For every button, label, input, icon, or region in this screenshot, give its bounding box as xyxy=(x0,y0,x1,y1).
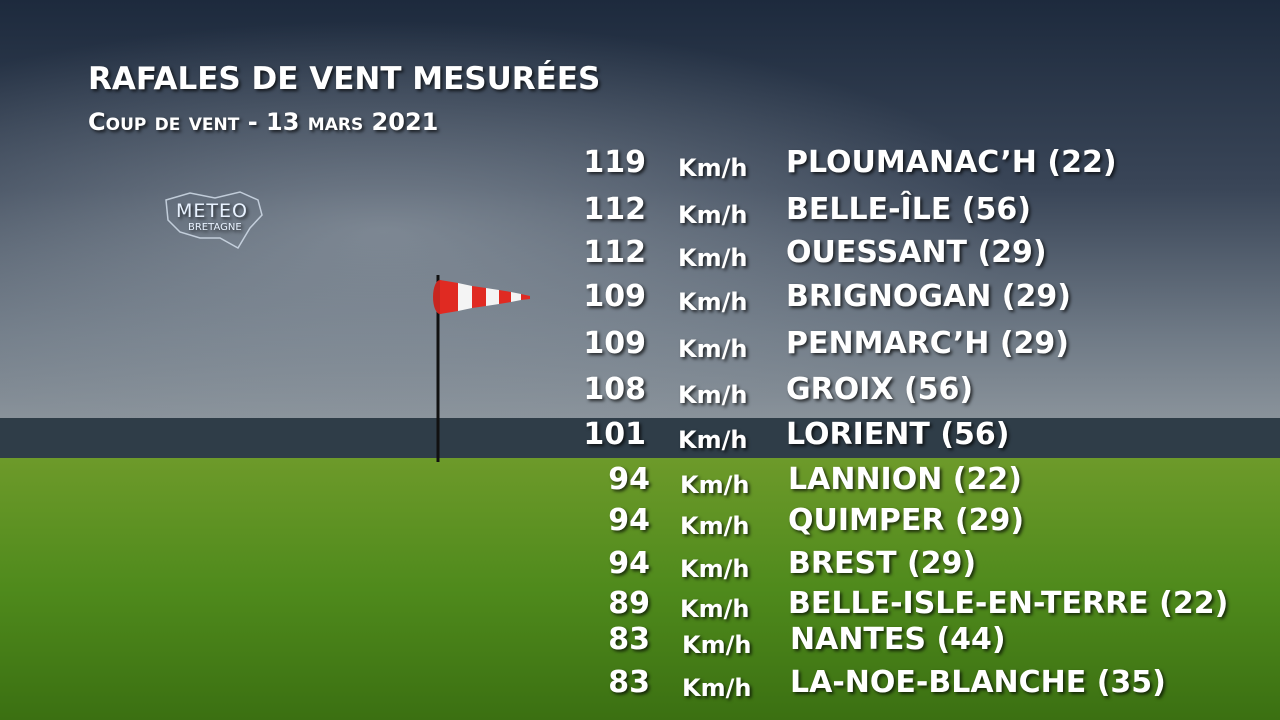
gust-value: 112 xyxy=(583,192,646,227)
gust-value: 109 xyxy=(583,279,646,314)
unit: Km/h xyxy=(680,555,750,583)
gust-value: 83 xyxy=(608,665,650,700)
station: LANNION (22) xyxy=(788,462,1022,497)
station: LA-NOE-BLANCHE (35) xyxy=(790,665,1166,700)
station: BREST (29) xyxy=(788,546,977,581)
logo-text: BRETAGNE xyxy=(188,222,242,233)
unit: Km/h xyxy=(680,471,750,499)
station: BELLE-ÎLE (56) xyxy=(786,192,1031,227)
station: PLOUMANAC’H (22) xyxy=(786,145,1117,180)
title: RAFALES DE VENT MESURÉES xyxy=(88,61,601,97)
unit: Km/h xyxy=(678,154,748,182)
unit: Km/h xyxy=(680,512,750,540)
station: LORIENT (56) xyxy=(786,417,1010,452)
gust-value: 101 xyxy=(583,417,646,452)
unit: Km/h xyxy=(678,426,748,454)
gust-value: 89 xyxy=(608,586,650,621)
station: BRIGNOGAN (29) xyxy=(786,279,1071,314)
unit: Km/h xyxy=(678,201,748,229)
unit: Km/h xyxy=(678,335,748,363)
gust-value: 119 xyxy=(583,145,646,180)
unit: Km/h xyxy=(680,595,750,623)
station: BELLE-ISLE-EN-TERRE (22) xyxy=(788,586,1229,621)
gust-value: 112 xyxy=(583,235,646,270)
unit: Km/h xyxy=(678,244,748,272)
logo-text: METEO xyxy=(176,200,248,222)
station: PENMARC’H (29) xyxy=(786,326,1069,361)
gust-value: 94 xyxy=(608,462,650,497)
unit: Km/h xyxy=(682,631,752,659)
station: OUESSANT (29) xyxy=(786,235,1047,270)
station: GROIX (56) xyxy=(786,372,974,407)
unit: Km/h xyxy=(678,381,748,409)
gust-value: 108 xyxy=(583,372,646,407)
gust-value: 83 xyxy=(608,622,650,657)
gust-value: 94 xyxy=(608,546,650,581)
subtitle: Coup de vent - 13 mars 2021 xyxy=(88,108,439,136)
station: NANTES (44) xyxy=(790,622,1006,657)
unit: Km/h xyxy=(682,674,752,702)
station: QUIMPER (29) xyxy=(788,503,1025,538)
unit: Km/h xyxy=(678,288,748,316)
gust-value: 109 xyxy=(583,326,646,361)
gust-value: 94 xyxy=(608,503,650,538)
